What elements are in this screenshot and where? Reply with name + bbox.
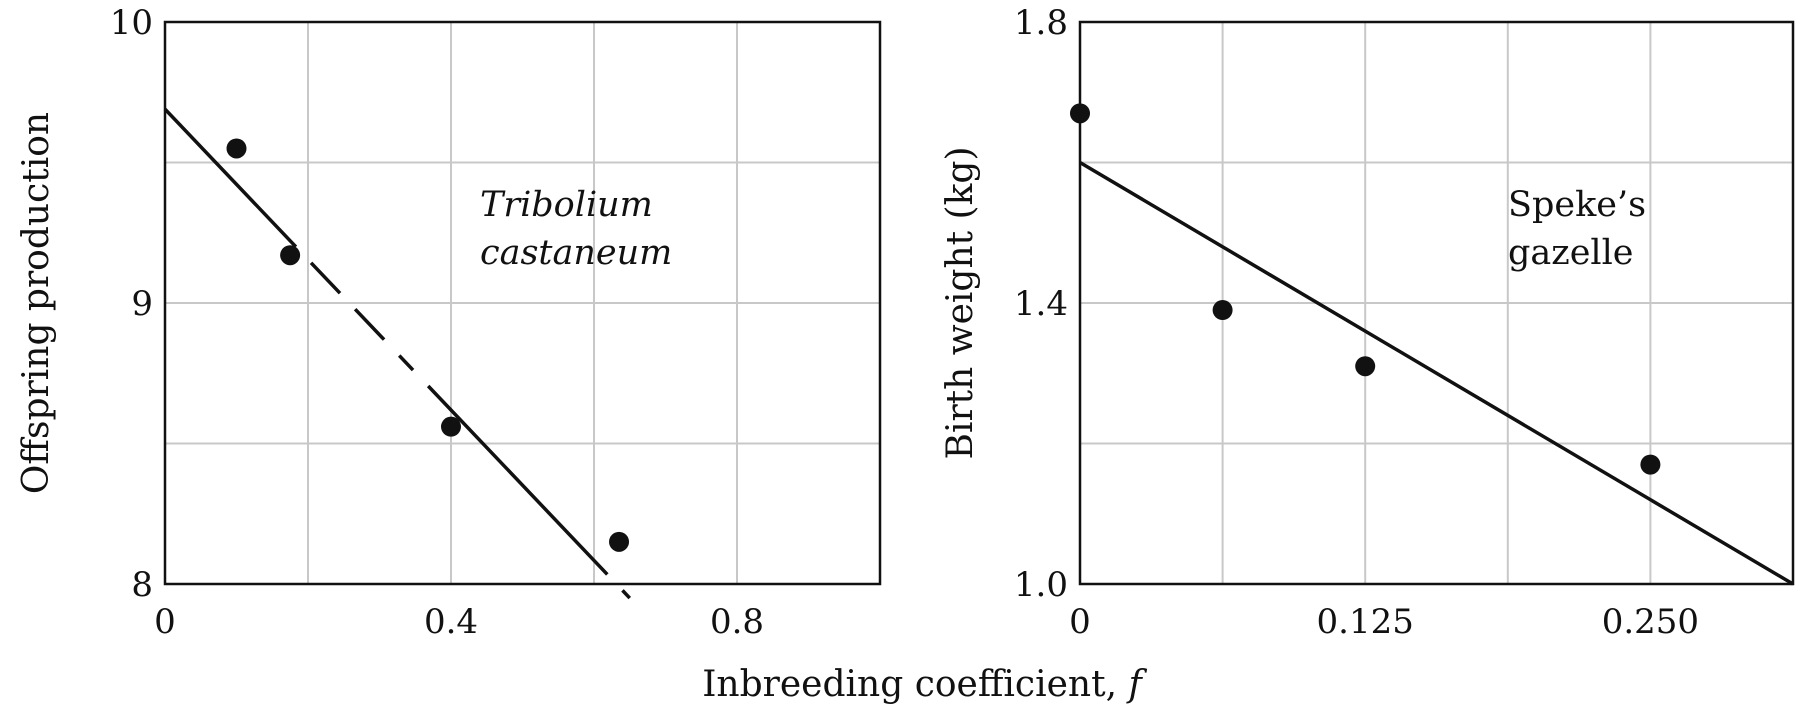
tribolium-data-point-0	[226, 138, 247, 159]
x-axis-title: Inbreeding coefficient, f	[702, 664, 1147, 705]
gazelle-annotation-line-1: gazelle	[1508, 233, 1634, 273]
tribolium-fit-line	[163, 107, 632, 600]
gazelle-annotation-line-0: Speke’s	[1508, 185, 1646, 225]
gazelle-y-tick-label-0: 1.0	[1014, 565, 1068, 605]
gazelle-y-tick-label-1: 1.4	[1014, 284, 1068, 324]
gazelle-data-point-3	[1640, 454, 1661, 475]
tribolium-annotation-line-0: Tribolium	[480, 185, 653, 225]
tribolium-annotation-line-1: castaneum	[480, 233, 672, 273]
tribolium-y-tick-label-2: 10	[110, 3, 153, 43]
gazelle-plot-frame	[1078, 20, 1795, 586]
tribolium-x-tick-label-1: 0.4	[424, 602, 478, 642]
gazelle-fit-line	[1079, 160, 1794, 586]
tribolium-data-point-3	[609, 531, 630, 552]
gazelle-panel: 0 0.125 0.250 1.0 1.4 1.8 Birth weight (kg) Spe…	[940, 3, 1795, 642]
tribolium-panel: 0 0.4 0.8 8 9 10 Offspring production Tribolium…	[16, 3, 882, 642]
x-axis-title-text: Inbreeding coefficient,	[702, 664, 1128, 705]
x-axis-title-symbol: f	[1125, 664, 1147, 705]
tribolium-plot-frame	[163, 20, 882, 586]
tribolium-x-tick-label-0: 0	[154, 602, 176, 642]
gazelle-y-axis-title: Birth weight (kg)	[940, 147, 981, 460]
gazelle-x-tick-label-1: 0.125	[1317, 602, 1414, 642]
tribolium-x-tick-label-2: 0.8	[710, 602, 764, 642]
tribolium-data-point-2	[441, 416, 461, 437]
gazelle-data-point-2	[1355, 356, 1376, 377]
tribolium-y-tick-label-1: 9	[131, 284, 153, 324]
tribolium-data-point-1	[280, 245, 301, 266]
gazelle-y-tick-label-2: 1.8	[1014, 3, 1068, 43]
tribolium-y-axis-title: Offspring production	[16, 112, 57, 494]
gazelle-x-tick-label-0: 0	[1069, 602, 1091, 642]
gazelle-x-tick-label-2: 0.250	[1602, 602, 1699, 642]
gazelle-data-point-1	[1212, 300, 1233, 321]
tribolium-y-tick-label-0: 8	[131, 565, 153, 605]
gazelle-data-point-0	[1070, 103, 1090, 124]
